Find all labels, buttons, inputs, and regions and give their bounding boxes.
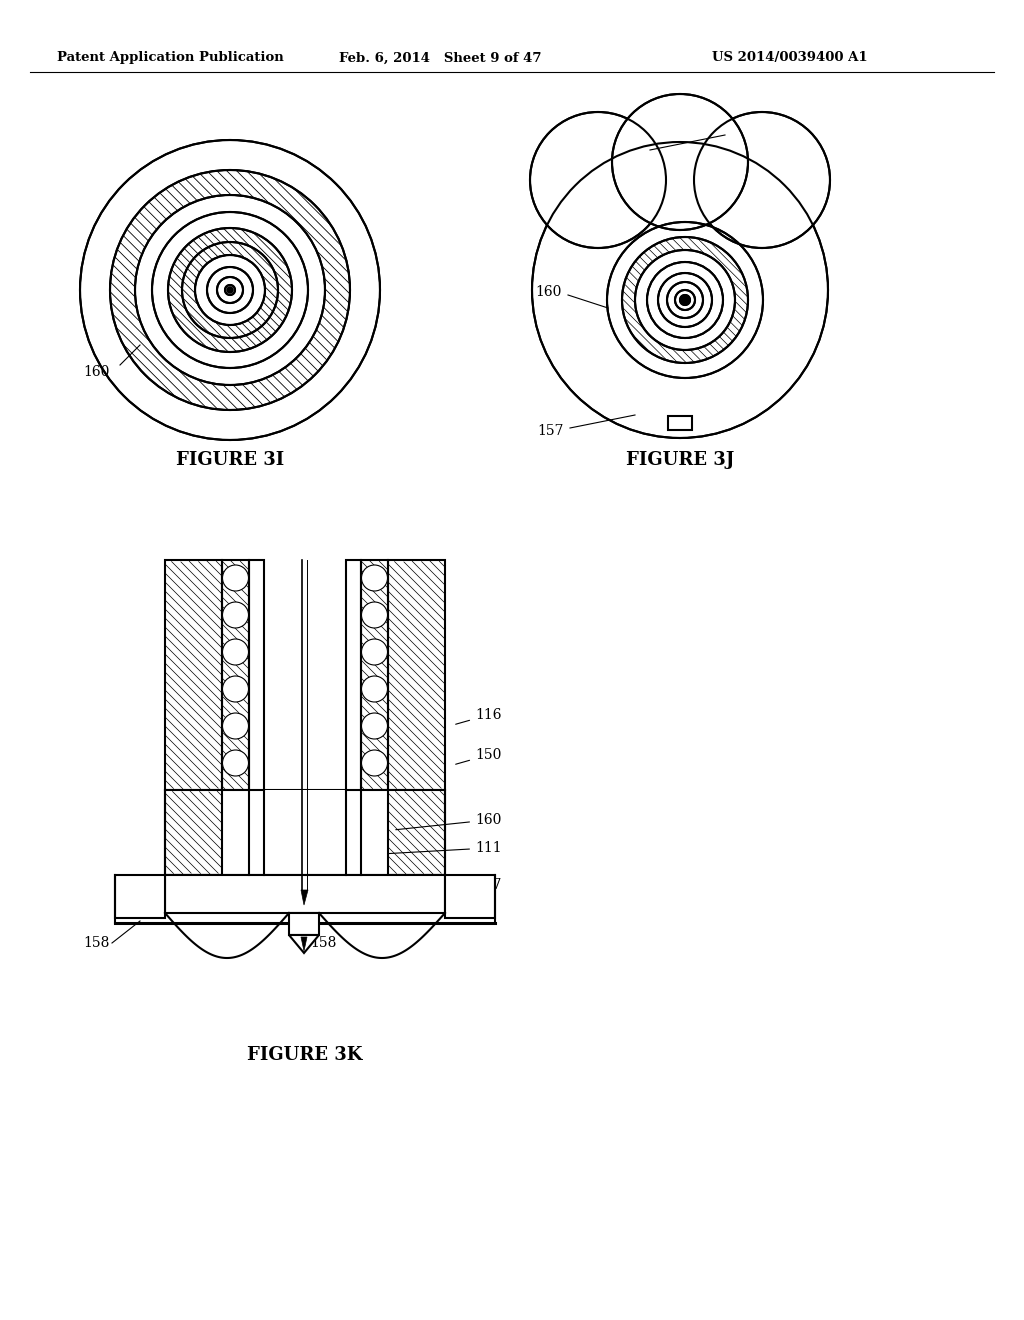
Bar bbox=[249, 560, 264, 789]
Bar bbox=[445, 875, 495, 917]
Text: 150: 150 bbox=[456, 748, 502, 764]
Circle shape bbox=[227, 286, 233, 293]
Circle shape bbox=[222, 565, 249, 591]
Bar bbox=[165, 875, 445, 913]
Text: 158: 158 bbox=[310, 936, 336, 950]
Text: 116: 116 bbox=[456, 708, 502, 725]
Text: Feb. 6, 2014   Sheet 9 of 47: Feb. 6, 2014 Sheet 9 of 47 bbox=[339, 51, 542, 65]
Bar bbox=[165, 560, 222, 789]
Circle shape bbox=[532, 143, 828, 438]
Polygon shape bbox=[301, 937, 307, 950]
Bar bbox=[668, 416, 692, 430]
Circle shape bbox=[694, 112, 830, 248]
Circle shape bbox=[612, 94, 748, 230]
Text: 175: 175 bbox=[730, 123, 757, 137]
Bar bbox=[388, 560, 445, 789]
Bar bbox=[346, 560, 361, 789]
Circle shape bbox=[222, 639, 249, 665]
Circle shape bbox=[361, 713, 387, 739]
Text: 111: 111 bbox=[311, 841, 502, 858]
Text: FIGURE 3K: FIGURE 3K bbox=[248, 1045, 362, 1064]
Text: 160: 160 bbox=[84, 366, 110, 379]
Circle shape bbox=[361, 750, 387, 776]
Circle shape bbox=[227, 286, 233, 293]
Circle shape bbox=[222, 602, 249, 628]
Text: 157: 157 bbox=[450, 878, 502, 895]
Circle shape bbox=[222, 676, 249, 702]
Text: FIGURE 3I: FIGURE 3I bbox=[176, 451, 284, 469]
Bar bbox=[115, 875, 165, 917]
Circle shape bbox=[222, 750, 249, 776]
Circle shape bbox=[361, 565, 387, 591]
Polygon shape bbox=[301, 890, 308, 906]
Text: Patent Application Publication: Patent Application Publication bbox=[56, 51, 284, 65]
Circle shape bbox=[361, 602, 387, 628]
Text: 160: 160 bbox=[536, 285, 562, 300]
Circle shape bbox=[80, 140, 380, 440]
Text: 160: 160 bbox=[395, 813, 502, 830]
Text: 157: 157 bbox=[538, 424, 564, 438]
Text: FIGURE 3J: FIGURE 3J bbox=[626, 451, 734, 469]
Polygon shape bbox=[289, 935, 319, 953]
Bar bbox=[165, 789, 445, 875]
Circle shape bbox=[681, 296, 689, 304]
Bar bbox=[361, 560, 388, 789]
Text: US 2014/0039400 A1: US 2014/0039400 A1 bbox=[712, 51, 867, 65]
Bar bbox=[222, 789, 388, 875]
Circle shape bbox=[530, 112, 666, 248]
Circle shape bbox=[222, 713, 249, 739]
Bar bbox=[289, 913, 319, 935]
Circle shape bbox=[361, 639, 387, 665]
Circle shape bbox=[361, 676, 387, 702]
Bar bbox=[222, 560, 249, 789]
Circle shape bbox=[681, 296, 689, 304]
Text: 158: 158 bbox=[84, 936, 110, 950]
